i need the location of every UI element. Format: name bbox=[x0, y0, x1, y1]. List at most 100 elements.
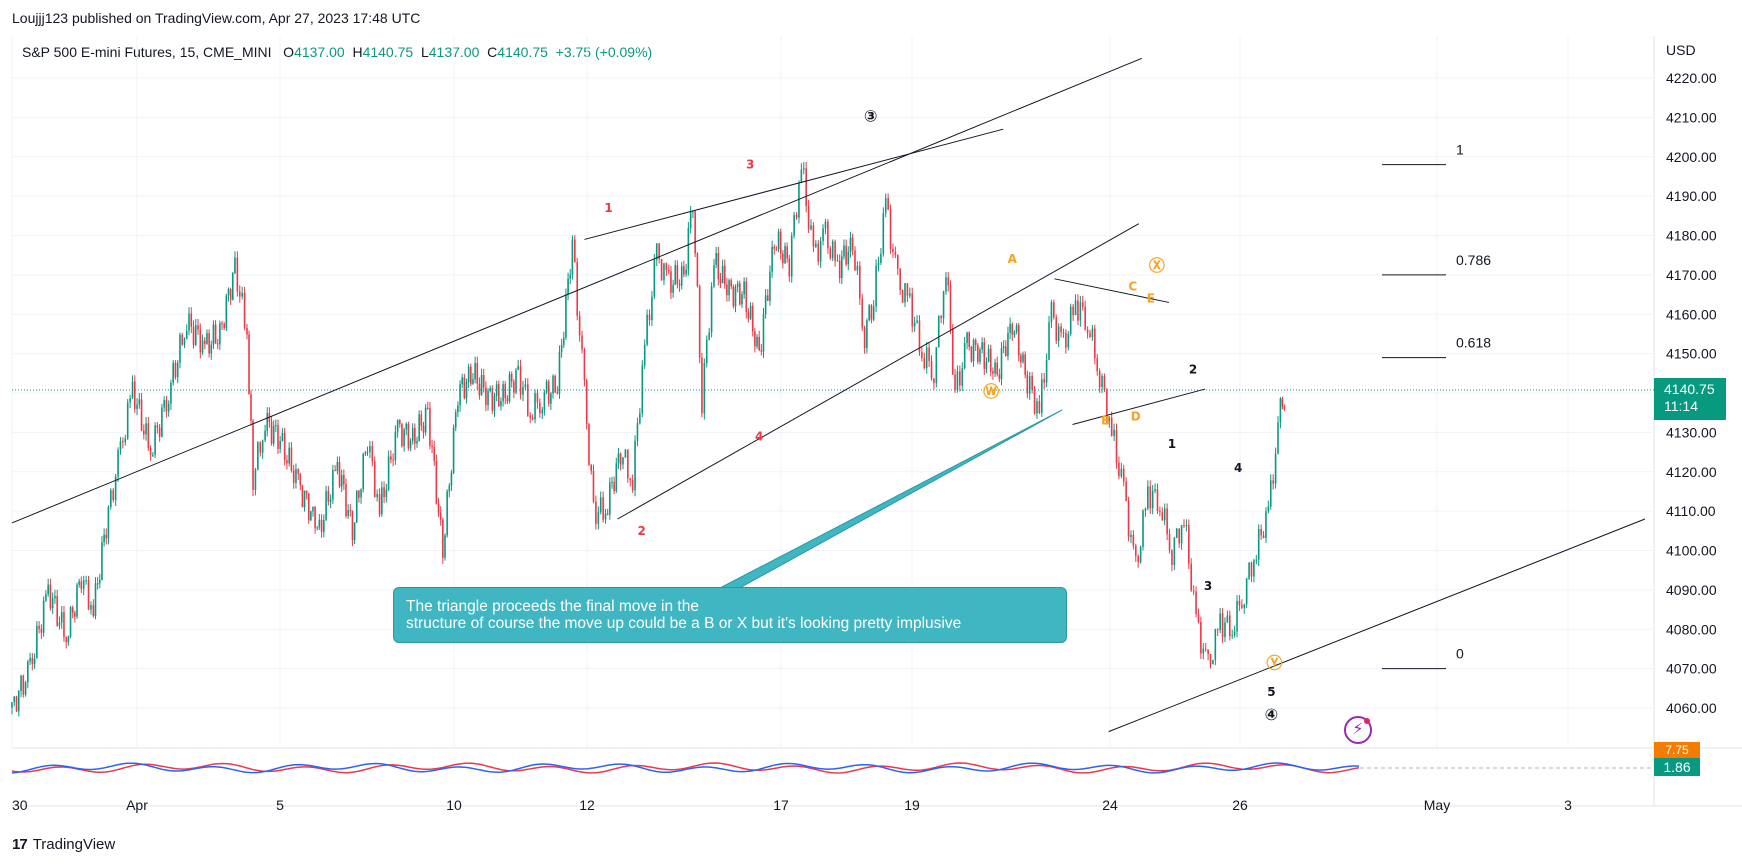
candle-body bbox=[201, 340, 204, 353]
candle-body bbox=[1103, 375, 1106, 390]
callout-pointer-shape bbox=[718, 409, 1063, 591]
trendline[interactable] bbox=[11, 57, 1143, 524]
candle-body bbox=[966, 332, 968, 344]
candle-body bbox=[1024, 354, 1026, 375]
symbol-legend[interactable]: S&P 500 E-mini Futures, 15, CME_MINI O41… bbox=[22, 44, 652, 60]
candle-body bbox=[409, 440, 412, 449]
candle-body bbox=[597, 512, 600, 524]
trendline[interactable] bbox=[1108, 518, 1646, 733]
candle-body bbox=[824, 221, 827, 229]
candle-body bbox=[749, 305, 752, 319]
candle-body bbox=[743, 281, 745, 295]
candle-body bbox=[15, 696, 18, 712]
candle-body bbox=[534, 393, 536, 420]
candle-body bbox=[1233, 631, 1236, 636]
candle-body bbox=[588, 424, 590, 465]
candle-body bbox=[921, 352, 923, 358]
candle-body bbox=[369, 446, 371, 452]
candle-body bbox=[472, 379, 474, 384]
wave-label: B bbox=[1101, 414, 1110, 428]
trendline[interactable] bbox=[1072, 388, 1206, 425]
candle-body bbox=[318, 519, 321, 528]
candle-body bbox=[353, 522, 356, 540]
lightning-icon[interactable]: ⚡ bbox=[1344, 716, 1372, 744]
candle-body bbox=[303, 490, 306, 508]
trendline[interactable] bbox=[584, 128, 1004, 240]
candle-body bbox=[741, 294, 743, 305]
candle-body bbox=[145, 423, 147, 435]
annotation-callout[interactable]: The triangle proceeds the final move in … bbox=[393, 587, 1067, 643]
candle-body bbox=[951, 328, 954, 375]
candle-body bbox=[489, 388, 491, 391]
candle-body bbox=[69, 607, 72, 637]
candle-body bbox=[20, 675, 22, 691]
candle-body bbox=[726, 284, 728, 296]
candle-body bbox=[485, 387, 487, 405]
candle-body bbox=[31, 658, 34, 664]
candle-body bbox=[446, 491, 448, 536]
candle-body bbox=[655, 243, 658, 260]
footer-brand[interactable]: 17 TradingView bbox=[12, 836, 115, 853]
candle-body bbox=[819, 240, 822, 262]
callout-pointer bbox=[718, 409, 1063, 591]
candle-body bbox=[188, 313, 190, 331]
wave-label: 2 bbox=[1189, 362, 1197, 376]
candle-body bbox=[1125, 481, 1127, 502]
candle-body bbox=[745, 281, 748, 313]
candle-body bbox=[392, 459, 394, 461]
candle-body bbox=[349, 510, 352, 512]
fibonacci-levels[interactable]: 1 0.786 0.618 0 bbox=[1382, 142, 1491, 670]
candle-body bbox=[500, 401, 502, 407]
x-tick-label: 26 bbox=[1232, 797, 1248, 813]
trendlines[interactable] bbox=[11, 57, 1646, 733]
y-tick-label: 4190.00 bbox=[1666, 188, 1717, 204]
trendline[interactable] bbox=[617, 223, 1140, 520]
candle-body bbox=[38, 625, 40, 629]
candle-body bbox=[1002, 346, 1005, 349]
trendline[interactable] bbox=[1054, 278, 1170, 303]
candle-body bbox=[411, 428, 414, 441]
candle-body bbox=[502, 384, 504, 402]
candle-body bbox=[204, 340, 206, 344]
candle-body bbox=[366, 451, 369, 453]
candle-body bbox=[305, 490, 308, 494]
candle-body bbox=[956, 371, 959, 391]
candle-body bbox=[981, 342, 983, 350]
wave-label: 1 bbox=[1168, 437, 1176, 451]
candle-body bbox=[653, 259, 656, 297]
candle-body bbox=[1190, 563, 1193, 591]
candle-body bbox=[766, 295, 769, 301]
candle-body bbox=[336, 461, 339, 472]
candle-body bbox=[1188, 525, 1190, 564]
candle-body bbox=[611, 481, 613, 483]
candle-body bbox=[660, 259, 663, 281]
candle-body bbox=[872, 306, 875, 320]
candle-body bbox=[836, 260, 839, 262]
candle-body bbox=[1279, 398, 1282, 423]
candle-body bbox=[219, 323, 221, 345]
candle-body bbox=[1248, 562, 1250, 579]
candle-body bbox=[1055, 317, 1058, 341]
candle-body bbox=[599, 497, 602, 513]
currency-label[interactable]: USD bbox=[1666, 42, 1696, 58]
candle-body bbox=[994, 362, 996, 374]
x-axis[interactable]: 30 Apr 5 10 12 17 19 24 26 May 3 bbox=[12, 797, 1572, 813]
candle-body bbox=[11, 702, 13, 708]
candle-body bbox=[531, 417, 534, 420]
candle-body bbox=[696, 253, 699, 287]
candle-body bbox=[685, 269, 687, 275]
candle-body bbox=[631, 480, 634, 491]
candle-body bbox=[1238, 600, 1241, 606]
candle-body bbox=[522, 386, 524, 395]
candle-body bbox=[1269, 480, 1272, 507]
candle-body bbox=[1026, 374, 1029, 394]
candle-body bbox=[547, 381, 550, 404]
candle-body bbox=[29, 658, 31, 662]
candle-body bbox=[636, 423, 639, 441]
candle-body bbox=[1257, 529, 1260, 560]
y-tick-label: 4080.00 bbox=[1666, 621, 1717, 637]
candle-body bbox=[390, 456, 392, 460]
candle-body bbox=[185, 330, 188, 340]
candle-body bbox=[1219, 613, 1221, 630]
